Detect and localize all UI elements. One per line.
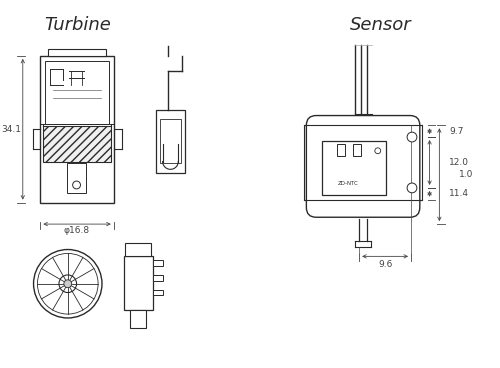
Bar	[153, 290, 162, 296]
Circle shape	[407, 132, 417, 142]
Text: 9.7: 9.7	[449, 127, 464, 136]
Text: 11.4: 11.4	[449, 189, 469, 198]
Bar	[336, 144, 344, 156]
Text: 12.0: 12.0	[449, 158, 469, 167]
Text: 1.0: 1.0	[459, 170, 473, 179]
Bar	[48, 49, 106, 56]
Bar	[304, 125, 422, 200]
Bar	[126, 243, 151, 256]
Text: Sensor: Sensor	[350, 16, 412, 34]
FancyBboxPatch shape	[306, 116, 420, 217]
Bar	[67, 163, 86, 193]
Bar	[46, 61, 109, 124]
Circle shape	[72, 181, 80, 189]
Text: Turbine: Turbine	[44, 16, 111, 34]
Bar	[130, 310, 146, 328]
Circle shape	[375, 148, 380, 154]
Text: ZD-NTC: ZD-NTC	[338, 181, 359, 185]
Bar	[40, 56, 114, 202]
Text: 9.6: 9.6	[378, 260, 392, 269]
Circle shape	[407, 183, 417, 193]
Bar	[153, 260, 162, 266]
Circle shape	[38, 254, 98, 314]
Text: φ16.8: φ16.8	[64, 226, 90, 235]
Bar	[354, 144, 361, 156]
Bar	[124, 256, 153, 310]
Circle shape	[34, 250, 102, 318]
Bar	[153, 275, 162, 281]
Bar	[156, 110, 185, 173]
Bar	[160, 120, 181, 163]
Circle shape	[59, 275, 76, 293]
Bar	[322, 141, 386, 195]
Text: 34.1: 34.1	[1, 125, 21, 134]
Bar	[44, 126, 111, 162]
Circle shape	[64, 280, 72, 288]
